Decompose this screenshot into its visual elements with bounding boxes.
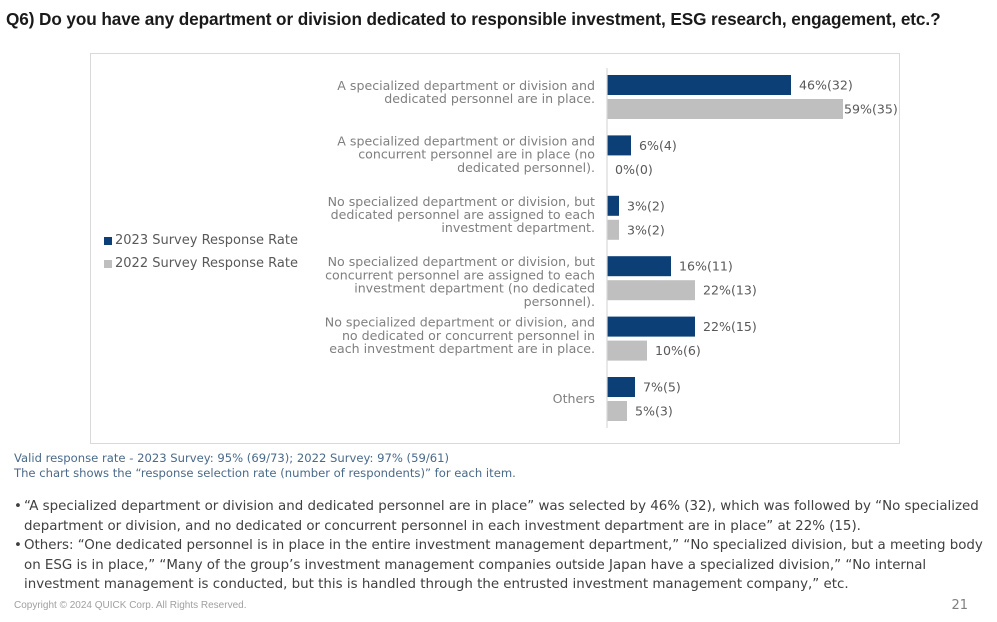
legend-label-2022: 2022 Survey Response Rate [115, 256, 298, 271]
valid-response-note: Valid response rate - 2023 Survey: 95% (… [14, 451, 450, 465]
chart-frame [90, 53, 900, 444]
page-number: 21 [951, 598, 968, 613]
data-label: 22%(13) [703, 283, 757, 298]
category-label: No specialized department or division, a… [325, 315, 595, 356]
data-label: 16%(11) [679, 259, 733, 274]
data-label: 59%(35) [844, 102, 898, 117]
bar-2023 [607, 377, 635, 397]
bar-2023 [607, 316, 695, 337]
legend-swatch-2023 [104, 236, 112, 245]
chart-explanation-note: The chart shows the “response selection … [14, 466, 516, 480]
category-label: Others [553, 391, 595, 406]
summary-bullet: • Others: “One dedicated personnel is in… [14, 536, 989, 595]
bar-2022 [607, 219, 619, 240]
bar-2022 [607, 401, 627, 421]
bullet-text: “A specialized department or division an… [24, 499, 979, 534]
value-labels: 46%(32) 59%(35) 6%(4) 0%(0) 3%(2) 3%(2) 16%(11… [615, 78, 898, 419]
bullet-glyph: • [14, 538, 22, 553]
data-label: 6%(4) [639, 138, 677, 153]
legend-label-2023: 2023 Survey Response Rate [115, 233, 298, 248]
copyright-text: Copyright © 2024 QUICK Corp. All Rights … [14, 600, 247, 611]
data-label: 3%(2) [627, 198, 665, 213]
bars [607, 75, 843, 421]
data-label: 0%(0) [615, 162, 653, 177]
category-label: No specialized department or division, b… [325, 254, 595, 309]
data-label: 3%(2) [627, 222, 665, 237]
data-label: 22%(15) [703, 319, 757, 334]
category-label: A specialized department or division and… [337, 133, 595, 174]
data-label: 7%(5) [643, 380, 681, 395]
legend-item-2022: 2022 Survey Response Rate [104, 252, 298, 275]
bullet-text: Others: “One dedicated personnel is in p… [24, 538, 983, 592]
bar-2023 [607, 75, 791, 95]
category-label: No specialized department or division, b… [328, 194, 595, 235]
bar-2022 [607, 340, 647, 361]
bar-2023 [607, 135, 631, 156]
bar-2023 [607, 256, 671, 277]
bar-2022 [607, 280, 695, 301]
bullet-glyph: • [14, 499, 22, 514]
data-label: 46%(32) [799, 78, 853, 93]
bar-2023 [607, 195, 619, 216]
category-label: A specialized department or division and… [337, 78, 595, 106]
page-title: Q6) Do you have any department or divisi… [6, 9, 941, 29]
summary-bullet: • “A specialized department or division … [14, 497, 989, 536]
chart-legend: 2023 Survey Response Rate 2022 Survey Re… [104, 229, 298, 275]
chart-notes: Valid response rate - 2023 Survey: 95% (… [14, 451, 516, 481]
legend-swatch-2022 [104, 259, 112, 268]
bar-2022 [607, 99, 843, 119]
data-label: 5%(3) [635, 404, 673, 419]
category-labels: A specialized department or division and… [325, 78, 596, 406]
data-label: 10%(6) [655, 343, 701, 358]
legend-item-2023: 2023 Survey Response Rate [104, 229, 298, 252]
summary-bullets: • “A specialized department or division … [14, 497, 989, 595]
